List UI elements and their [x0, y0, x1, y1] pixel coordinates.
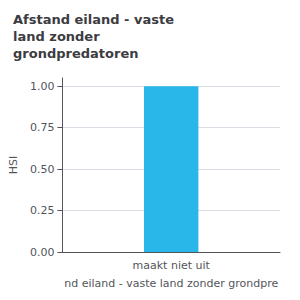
svg-text:maakt niet uit: maakt niet uit [133, 259, 211, 272]
svg-text:nd eiland - vaste land zonder: nd eiland - vaste land zonder grondpre [64, 277, 278, 290]
svg-text:0.00: 0.00 [30, 246, 55, 259]
svg-text:grondpredatoren: grondpredatoren [13, 46, 138, 61]
svg-text:0.25: 0.25 [30, 204, 55, 217]
svg-text:Afstand eiland - vaste: Afstand eiland - vaste [13, 12, 174, 27]
svg-text:land zonder: land zonder [13, 29, 100, 44]
svg-text:1.00: 1.00 [30, 80, 55, 93]
svg-text:HSI: HSI [7, 156, 20, 175]
svg-text:0.50: 0.50 [30, 163, 55, 176]
svg-text:0.75: 0.75 [30, 121, 55, 134]
